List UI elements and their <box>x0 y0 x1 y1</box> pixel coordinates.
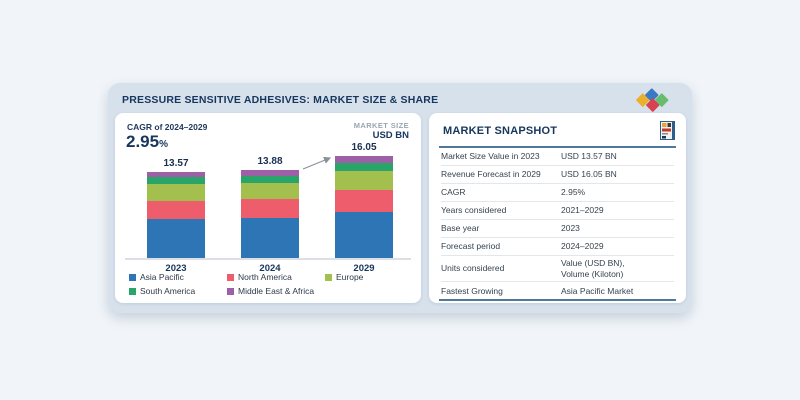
snapshot-row: Fastest Growing Asia Pacific Market <box>441 282 674 300</box>
snapshot-row-label: CAGR <box>441 187 466 198</box>
bar-segment-asia-pacific <box>147 219 205 258</box>
bar-segment-south-america <box>335 162 393 171</box>
snapshot-row-label: Market Size Value in 2023 <box>441 151 540 162</box>
snapshot-row-label: Base year <box>441 223 480 234</box>
market-size-label: MARKET SIZE <box>353 121 409 130</box>
bar-2029 <box>335 156 393 258</box>
snapshot-row-value: USD 16.05 BN <box>561 169 617 180</box>
bar-value-label: 13.57 <box>163 157 189 169</box>
legend-item-middle-east-africa: Middle East & Africa <box>227 284 377 298</box>
cagr-label: CAGR of 2024–2029 <box>127 122 208 132</box>
snapshot-header-rule <box>439 146 676 148</box>
bar-segment-north-america <box>335 190 393 213</box>
bar-segment-europe <box>241 182 299 200</box>
bar-segment-europe <box>147 184 205 201</box>
axis-label-2023: 2023 <box>165 263 187 274</box>
report-document-icon <box>660 121 675 140</box>
snapshot-row: Forecast period 2024–2029 <box>441 238 674 256</box>
bar-segment-europe <box>335 170 393 191</box>
legend-marker <box>227 287 234 295</box>
page-title: PRESSURE SENSITIVE ADHESIVES: MARKET SIZ… <box>122 94 439 106</box>
bar-segment-north-america <box>147 200 205 220</box>
bar-segment-asia-pacific <box>335 212 393 258</box>
cagr-unit: % <box>159 139 168 150</box>
snapshot-row: CAGR 2.95% <box>441 184 674 202</box>
chart-legend: Asia Pacific North America Europe South Ame… <box>129 270 415 298</box>
snapshot-row: Units considered Value (USD BN), Volume (… <box>441 256 674 282</box>
legend-label: North America <box>238 272 292 282</box>
legend-item-south-america: South America <box>129 284 227 298</box>
snapshot-row-label: Units considered <box>441 263 505 274</box>
snapshot-row-value: 2021–2029 <box>561 205 604 216</box>
snapshot-row: Years considered 2021–2029 <box>441 202 674 220</box>
legend-label: South America <box>140 286 196 296</box>
snapshot-row-label: Revenue Forecast in 2029 <box>441 169 541 180</box>
snapshot-row-value: Asia Pacific Market <box>561 285 634 296</box>
cagr-value: 2.95% <box>126 132 168 151</box>
snapshot-row-value: 2023 <box>561 223 580 234</box>
bar-segment-north-america <box>241 199 299 219</box>
snapshot-row-label: Years considered <box>441 205 507 216</box>
snapshot-row: Base year 2023 <box>441 220 674 238</box>
bar-segment-middle-east-africa <box>335 156 393 163</box>
snapshot-row: Revenue Forecast in 2029 USD 16.05 BN <box>441 166 674 184</box>
snapshot-row: Market Size Value in 2023 USD 13.57 BN <box>441 148 674 166</box>
legend-item-north-america: North America <box>227 270 325 284</box>
legend-marker <box>325 273 332 281</box>
legend-label: Europe <box>336 272 364 282</box>
stacked-bar-chart: 13.57 2023 13.88 2024 16.05 2029 <box>115 113 421 303</box>
bar-segment-middle-east-africa <box>147 171 205 178</box>
legend-item-europe: Europe <box>325 270 415 284</box>
snapshot-panel: MARKET SNAPSHOT Market Size Value in 202… <box>429 113 686 303</box>
bar-segment-south-america <box>241 175 299 183</box>
legend-label: Middle East & Africa <box>238 286 315 296</box>
infographic-card: PRESSURE SENSITIVE ADHESIVES: MARKET SIZ… <box>108 83 692 313</box>
snapshot-table: Market Size Value in 2023 USD 13.57 BN Rev… <box>441 148 674 300</box>
bar-2024 <box>241 169 299 258</box>
bar-segment-asia-pacific <box>241 218 299 258</box>
snapshot-bottom-rule <box>439 299 676 301</box>
bar-segment-south-america <box>147 177 205 185</box>
x-axis-line <box>125 258 411 260</box>
legend-marker <box>129 273 136 281</box>
axis-label-2029: 2029 <box>353 263 375 274</box>
unit-label: USD BN <box>372 130 409 141</box>
snapshot-title: MARKET SNAPSHOT <box>443 125 558 137</box>
bar-value-label: 13.88 <box>257 155 283 167</box>
legend-label: Asia Pacific <box>140 272 184 282</box>
axis-label-2024: 2024 <box>259 263 281 274</box>
snapshot-row-label: Fastest Growing <box>441 285 503 296</box>
legend-marker <box>227 273 234 281</box>
brand-logo <box>636 88 680 112</box>
legend-marker <box>129 287 136 295</box>
bar-segment-middle-east-africa <box>241 169 299 176</box>
snapshot-row-value: 2024–2029 <box>561 241 604 252</box>
bar-2023 <box>147 171 205 258</box>
bar-value-label: 16.05 <box>351 142 377 153</box>
snapshot-row-value: 2.95% <box>561 187 586 198</box>
chart-panel: CAGR of 2024–2029 2.95% MARKET SIZE USD … <box>115 113 421 303</box>
snapshot-row-value: USD 13.57 BN <box>561 151 617 162</box>
snapshot-row-value: Value (USD BN), Volume (Kiloton) <box>561 257 625 279</box>
legend-item-asia-pacific: Asia Pacific <box>129 270 227 284</box>
snapshot-row-label: Forecast period <box>441 241 501 252</box>
